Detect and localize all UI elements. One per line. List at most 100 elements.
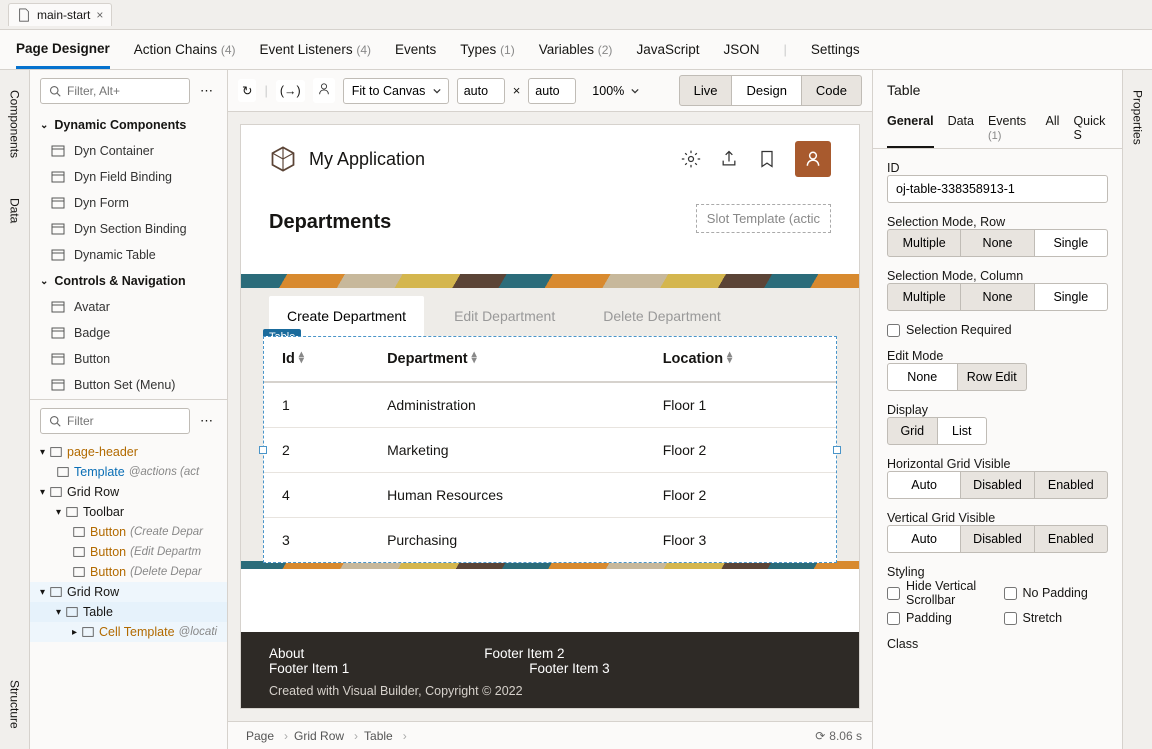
nav-tab[interactable]: JavaScript (636, 32, 699, 67)
component-item[interactable]: Badge (30, 320, 227, 346)
option-multiple[interactable]: Multiple (887, 229, 961, 257)
nav-tab[interactable]: Page Designer (16, 31, 110, 69)
option-single[interactable]: Single (1035, 283, 1108, 311)
nav-tab[interactable]: Action Chains (4) (134, 32, 236, 67)
crumb[interactable]: Table (356, 727, 401, 745)
zoom-select[interactable]: 100% (584, 79, 646, 103)
device-icon[interactable]: (→) (276, 80, 305, 102)
option-multiple[interactable]: Multiple (887, 283, 961, 311)
tree-item[interactable]: ▸Cell Template@locati (30, 622, 227, 642)
close-icon[interactable]: × (96, 8, 103, 22)
component-item[interactable]: Dyn Section Binding (30, 216, 227, 242)
section-dynamic[interactable]: ⌄Dynamic Components (30, 112, 227, 138)
fit-select[interactable]: Fit to Canvas (343, 78, 449, 104)
table-row[interactable]: 3PurchasingFloor 3 (264, 518, 836, 563)
footer-link[interactable]: Footer Item 2 (484, 646, 564, 661)
nav-tab[interactable]: Settings (811, 32, 860, 67)
crumb[interactable]: Grid Row (286, 727, 352, 745)
tree-item[interactable]: ▾Table (30, 602, 227, 622)
footer-link[interactable]: About (269, 646, 304, 661)
footer-link[interactable]: Footer Item 3 (529, 661, 609, 676)
bookmark-icon[interactable] (757, 149, 777, 169)
option-enabled[interactable]: Enabled (1035, 525, 1108, 553)
crumb[interactable]: Page (238, 727, 282, 745)
props-tab[interactable]: All (1046, 108, 1060, 148)
props-tab[interactable]: Data (948, 108, 974, 148)
more-icon[interactable]: ⋯ (196, 409, 217, 433)
option-none[interactable]: None (961, 229, 1034, 257)
mode-code[interactable]: Code (802, 75, 862, 106)
table-row[interactable]: 1AdministrationFloor 1 (264, 382, 836, 428)
option-auto[interactable]: Auto (887, 471, 961, 499)
component-item[interactable]: Button Set (Menu) (30, 372, 227, 398)
tree-item[interactable]: Template @actions (act (30, 462, 227, 482)
props-tab[interactable]: Quick S (1073, 108, 1108, 148)
person-icon[interactable] (313, 78, 335, 103)
avatar[interactable] (795, 141, 831, 177)
component-item[interactable]: Avatar (30, 294, 227, 320)
style-checkbox[interactable] (887, 587, 900, 600)
col-header[interactable]: Id▴▾ (264, 337, 369, 382)
option-none[interactable]: None (961, 283, 1034, 311)
rail-structure[interactable]: Structure (8, 680, 22, 729)
col-header[interactable]: Location▴▾ (645, 337, 836, 382)
option-single[interactable]: Single (1035, 229, 1108, 257)
nav-tab[interactable]: Events (395, 32, 436, 67)
rail-data[interactable]: Data (8, 198, 22, 223)
option-auto[interactable]: Auto (887, 525, 961, 553)
tree-item[interactable]: Button (Delete Depar (30, 562, 227, 582)
nav-tab[interactable]: Variables (2) (539, 32, 613, 67)
table-row[interactable]: 2MarketingFloor 2 (264, 428, 836, 473)
rail-components[interactable]: Components (8, 90, 22, 158)
action-button[interactable]: Delete Department (585, 296, 739, 336)
resize-handle-left[interactable] (259, 446, 267, 454)
share-icon[interactable] (719, 149, 739, 169)
option-none[interactable]: None (887, 363, 958, 391)
style-checkbox[interactable] (887, 612, 900, 625)
option-enabled[interactable]: Enabled (1035, 471, 1108, 499)
component-item[interactable]: Dynamic Table (30, 242, 227, 268)
component-item[interactable]: Dyn Field Binding (30, 164, 227, 190)
style-checkbox[interactable] (1004, 612, 1017, 625)
tree-item[interactable]: ▾page-header (30, 442, 227, 462)
structure-filter[interactable] (40, 408, 190, 434)
tree-item[interactable]: ▾Grid Row (30, 582, 227, 602)
component-item[interactable]: Button (30, 346, 227, 372)
props-tab[interactable]: General (887, 108, 934, 148)
option-disabled[interactable]: Disabled (961, 471, 1034, 499)
nav-tab[interactable]: JSON (723, 32, 759, 67)
gear-icon[interactable] (681, 149, 701, 169)
option-list[interactable]: List (938, 417, 988, 445)
nav-tab[interactable]: Event Listeners (4) (260, 32, 371, 67)
props-tab[interactable]: Events (1) (988, 108, 1032, 148)
style-checkbox[interactable] (1004, 587, 1017, 600)
components-filter[interactable] (40, 78, 190, 104)
tree-item[interactable]: ▾Grid Row (30, 482, 227, 502)
tree-item[interactable]: ▾Toolbar (30, 502, 227, 522)
action-button[interactable]: Edit Department (436, 296, 573, 336)
component-item[interactable]: Dyn Form (30, 190, 227, 216)
tree-item[interactable]: Button (Edit Departm (30, 542, 227, 562)
option-disabled[interactable]: Disabled (961, 525, 1034, 553)
option-row-edit[interactable]: Row Edit (958, 363, 1028, 391)
refresh-icon[interactable]: ↻ (238, 79, 256, 102)
id-input[interactable] (887, 175, 1108, 203)
section-controls[interactable]: ⌄Controls & Navigation (30, 268, 227, 294)
nav-tab[interactable]: Types (1) (460, 32, 514, 67)
height-input[interactable] (528, 78, 576, 104)
mode-live[interactable]: Live (679, 75, 733, 106)
more-icon[interactable]: ⋯ (196, 79, 217, 103)
rail-properties[interactable]: Properties (1131, 90, 1145, 145)
file-tab[interactable]: main-start × (8, 3, 112, 26)
reload-icon[interactable]: ⟳ (815, 729, 825, 743)
resize-handle-right[interactable] (833, 446, 841, 454)
sel-required-checkbox[interactable] (887, 324, 900, 337)
mode-design[interactable]: Design (732, 75, 801, 106)
width-input[interactable] (457, 78, 505, 104)
table-row[interactable]: 4Human ResourcesFloor 2 (264, 473, 836, 518)
option-grid[interactable]: Grid (887, 417, 938, 445)
component-item[interactable]: Dyn Container (30, 138, 227, 164)
col-header[interactable]: Department▴▾ (369, 337, 645, 382)
table-selection[interactable]: Id▴▾Department▴▾Location▴▾ 1Administrati… (263, 336, 837, 563)
footer-link[interactable]: Footer Item 1 (269, 661, 349, 676)
